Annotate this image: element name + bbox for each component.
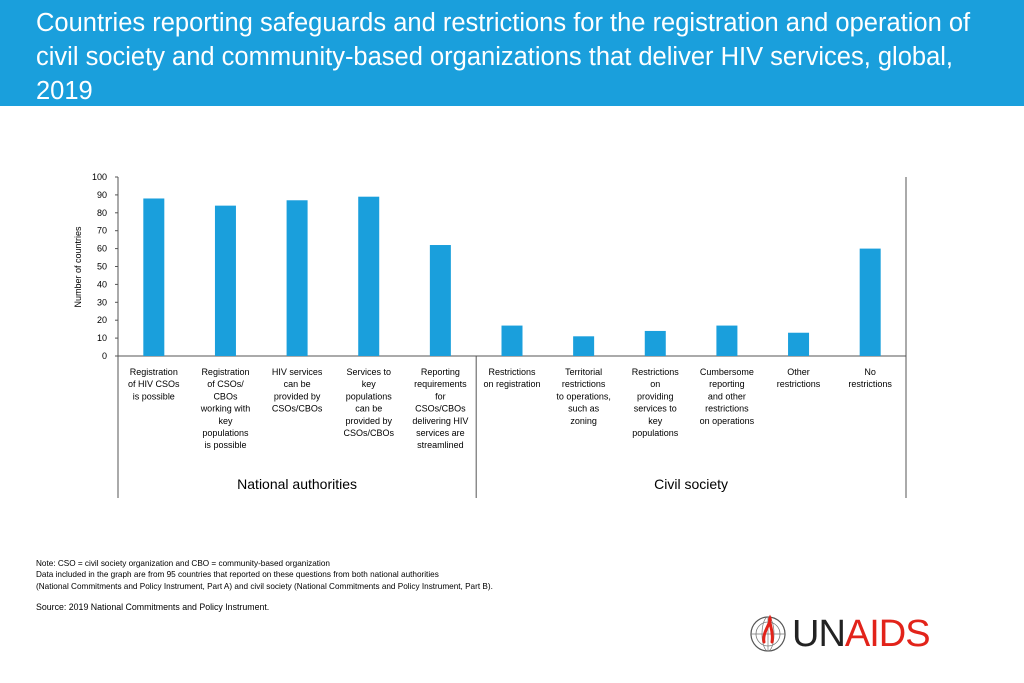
y-tick-label: 30: [97, 297, 107, 307]
category-label: Services to key populations can be provided …: [343, 367, 394, 438]
y-tick-label: 100: [92, 172, 107, 182]
logo-wordmark: UNAIDS: [792, 612, 931, 656]
logo-un: UN: [792, 613, 846, 655]
y-tick-label: 0: [102, 351, 107, 361]
category-label: Cumbersome reporting and other restrictions…: [700, 367, 755, 426]
category-label: Restrictions on providing services to key pop…: [632, 367, 680, 438]
category-label: Registration of HIV CSOs is possible: [128, 367, 180, 401]
y-tick-label: 70: [97, 226, 107, 236]
unaids-logo: UNAIDS: [748, 610, 948, 658]
y-tick-label: 50: [97, 262, 107, 272]
chart-notes: Note: CSO = civil society organization a…: [36, 558, 493, 592]
category-label: HIV services can be provided by CSOs/CBOs: [272, 367, 323, 414]
title-banner: Countries reporting safeguards and restr…: [0, 0, 1024, 106]
bar: [286, 200, 308, 356]
note-line: Data included in the graph are from 95 c…: [36, 570, 439, 580]
bar: [214, 205, 236, 356]
page-title: Countries reporting safeguards and restr…: [36, 9, 971, 105]
source-text: 2019 National Commitments and Policy Ins…: [66, 602, 270, 612]
un-emblem-icon: [750, 614, 786, 652]
bar: [573, 336, 595, 356]
source-note: Source: 2019 National Commitments and Po…: [36, 602, 269, 612]
bar: [358, 196, 380, 356]
category-label: Registration of CSOs/CBOs working with key p…: [200, 367, 251, 450]
category-label: Restrictions on registration: [483, 367, 540, 389]
group-label: Civil society: [654, 476, 728, 492]
y-tick-label: 40: [97, 279, 107, 289]
category-label: Reporting requirements for CSOs/CBOs deliver…: [412, 367, 468, 450]
bar: [788, 332, 810, 356]
source-label: Source:: [36, 602, 67, 612]
bar: [644, 330, 666, 356]
bar: [501, 325, 523, 356]
note-line: (National Commitments and Policy Instrum…: [36, 581, 493, 591]
y-tick-label: 60: [97, 244, 107, 254]
bar: [429, 245, 451, 356]
y-axis-label: Number of countries: [73, 226, 83, 308]
y-tick-label: 90: [97, 190, 107, 200]
category-label: Other restrictions: [777, 367, 821, 389]
note-line: Note: CSO = civil society organization a…: [36, 559, 330, 568]
logo-aids: AIDS: [844, 613, 931, 655]
y-tick-label: 80: [97, 208, 107, 218]
bar: [859, 248, 881, 356]
y-tick-label: 20: [97, 315, 107, 325]
group-label: National authorities: [237, 476, 357, 492]
category-label: No restrictions: [848, 367, 892, 389]
bar: [716, 325, 738, 356]
y-tick-label: 10: [97, 333, 107, 343]
bar: [143, 198, 165, 356]
category-label: Territorial restrictions to operations, suc…: [556, 367, 611, 426]
